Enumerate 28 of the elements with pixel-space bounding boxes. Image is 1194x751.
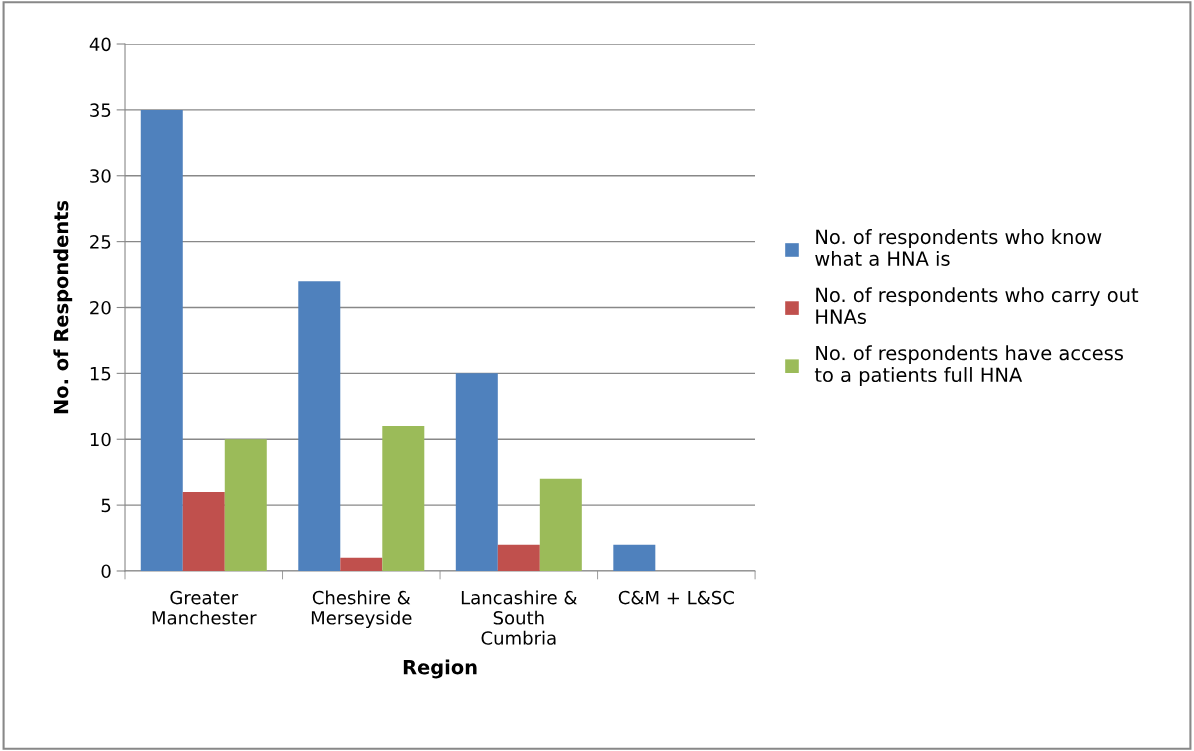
- x-tick-label: C&M + L&SC: [618, 590, 734, 605]
- bar: [224, 439, 267, 571]
- legend-label: No. of respondents who know what a HNA is: [815, 229, 1102, 266]
- y-axis-title: No. of Respondents: [53, 200, 73, 414]
- y-tick-label: 40: [89, 37, 111, 52]
- y-tick-label: 5: [101, 498, 111, 513]
- y-tick-label: 15: [90, 367, 111, 381]
- bar: [140, 109, 183, 571]
- bar: [613, 544, 656, 571]
- y-tick-label: 30: [90, 169, 111, 183]
- bar: [298, 281, 341, 571]
- y-tick-label: 25: [90, 235, 111, 249]
- y-tick-label: 20: [90, 300, 111, 315]
- legend-label: No. of respondents have access to a patients full HNA: [814, 345, 1123, 386]
- y-tick-label: 0: [101, 564, 111, 579]
- bar: [340, 557, 383, 571]
- y-tick-label: 35: [90, 103, 111, 117]
- bar: [182, 491, 225, 571]
- y-tick-label: 10: [90, 432, 111, 447]
- bar: [539, 478, 582, 571]
- x-tick-label: Cheshire & Merseyside: [311, 590, 412, 629]
- bar: [497, 544, 540, 571]
- x-tick-label: Greater Manchester: [152, 590, 257, 625]
- bar: [382, 426, 425, 571]
- x-tick-label: Lancashire & South Cumbria: [461, 590, 577, 645]
- bar: [455, 373, 498, 571]
- legend-label: No. of respondents who carry out HNAs: [816, 287, 1139, 325]
- x-axis-title: Region: [403, 659, 477, 679]
